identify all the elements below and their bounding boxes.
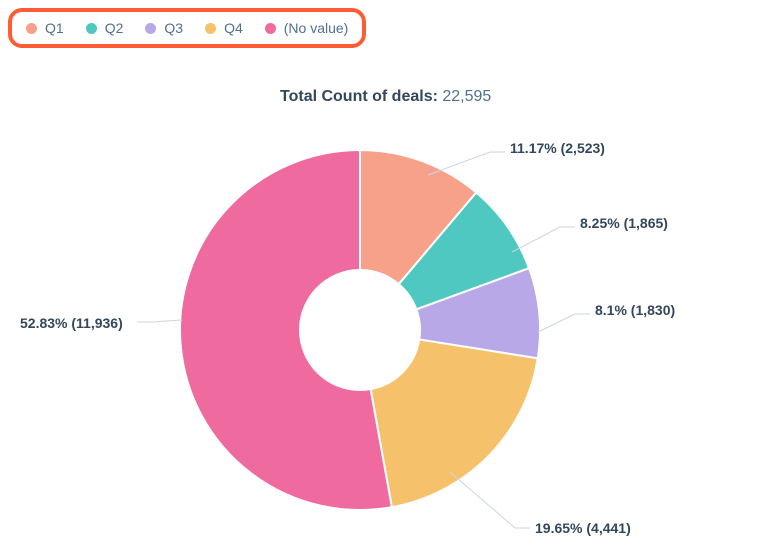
slice-label: 11.17% (2,523) bbox=[510, 140, 605, 156]
leader-line bbox=[538, 314, 590, 332]
leader-line bbox=[137, 320, 182, 322]
donut-slice[interactable] bbox=[180, 150, 392, 510]
slice-label: 8.25% (1,865) bbox=[580, 215, 668, 231]
leader-line bbox=[450, 472, 530, 528]
slice-label: 8.1% (1,830) bbox=[595, 302, 675, 318]
donut-chart bbox=[0, 0, 774, 560]
slice-label: 19.65% (4,441) bbox=[535, 520, 631, 536]
donut-slice[interactable] bbox=[371, 339, 538, 507]
slice-label: 52.83% (11,936) bbox=[20, 315, 123, 331]
